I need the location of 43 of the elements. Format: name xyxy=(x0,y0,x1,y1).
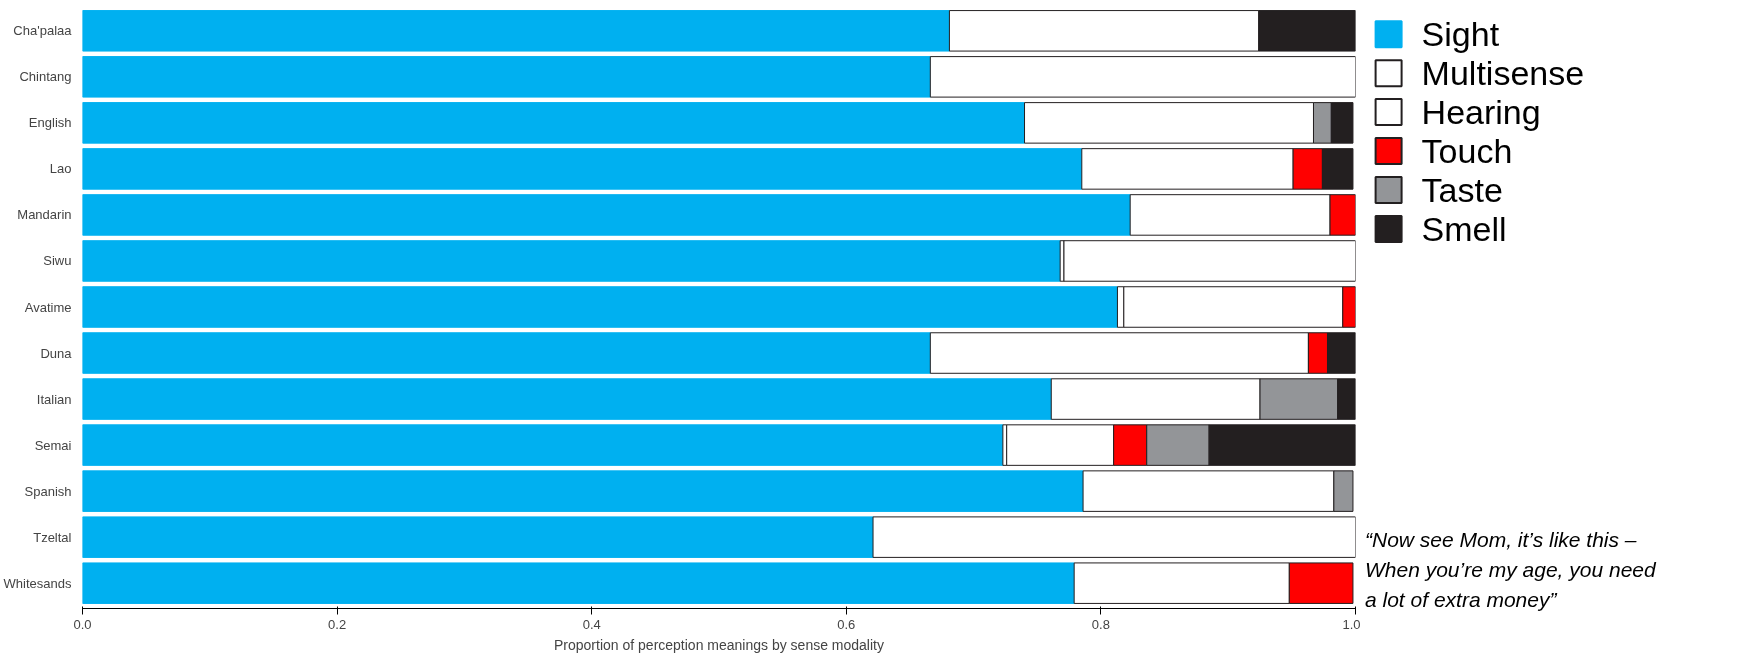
y-tick-label: Duna xyxy=(40,345,73,361)
y-tick-label: Semai xyxy=(34,437,72,453)
y-tick-label: Avatime xyxy=(24,299,72,315)
legend-label: Sight xyxy=(1421,15,1500,54)
x-tick-label: 0.0 xyxy=(73,616,92,632)
bar xyxy=(82,470,1084,512)
bar xyxy=(82,194,1131,236)
y-tick-label: Italian xyxy=(36,391,72,407)
y-tick-label: Whitesands xyxy=(3,575,72,591)
bar xyxy=(82,286,1118,328)
bar xyxy=(82,240,1061,282)
legend-label: Smell xyxy=(1421,209,1507,248)
bar xyxy=(872,516,1356,558)
bar xyxy=(929,56,1356,98)
bar xyxy=(82,102,1026,144)
y-tick-label: Tzeltal xyxy=(33,529,72,545)
bar xyxy=(82,56,931,98)
legend-label: Hearing xyxy=(1421,93,1541,132)
bar xyxy=(82,10,950,52)
y-tick-label: Lao xyxy=(49,161,72,177)
x-tick-label: 1.0 xyxy=(1342,616,1361,632)
bar xyxy=(82,332,931,374)
bar xyxy=(82,148,1083,190)
bar xyxy=(82,562,1075,604)
bar xyxy=(1063,240,1356,282)
legend-label: Taste xyxy=(1421,171,1503,209)
legend-label: Touch xyxy=(1421,132,1513,171)
y-tick-label: Spanish xyxy=(24,483,72,499)
x-tick-label: 0.8 xyxy=(1091,616,1110,632)
bar xyxy=(82,516,874,558)
x-axis-title: Proportion of perception meanings by sense modality xyxy=(554,636,884,653)
y-tick-label: English xyxy=(28,115,72,131)
y-tick-label: Cha'palaa xyxy=(13,23,73,39)
bar xyxy=(82,378,1052,420)
x-tick-label: 0.6 xyxy=(837,616,856,632)
y-tick-label: Siwu xyxy=(43,253,72,269)
x-tick-label: 0.2 xyxy=(328,616,347,632)
x-tick-label: 0.4 xyxy=(582,616,601,632)
legend-label: Multisense xyxy=(1421,54,1585,93)
bar xyxy=(82,424,1004,466)
y-tick-label: Mandarin xyxy=(17,207,72,223)
text: “Now see Mom, it’s like this – When you’re my age, you need a lot of extra money” xyxy=(1365,527,1657,613)
y-tick-label: Chintang xyxy=(19,69,72,85)
